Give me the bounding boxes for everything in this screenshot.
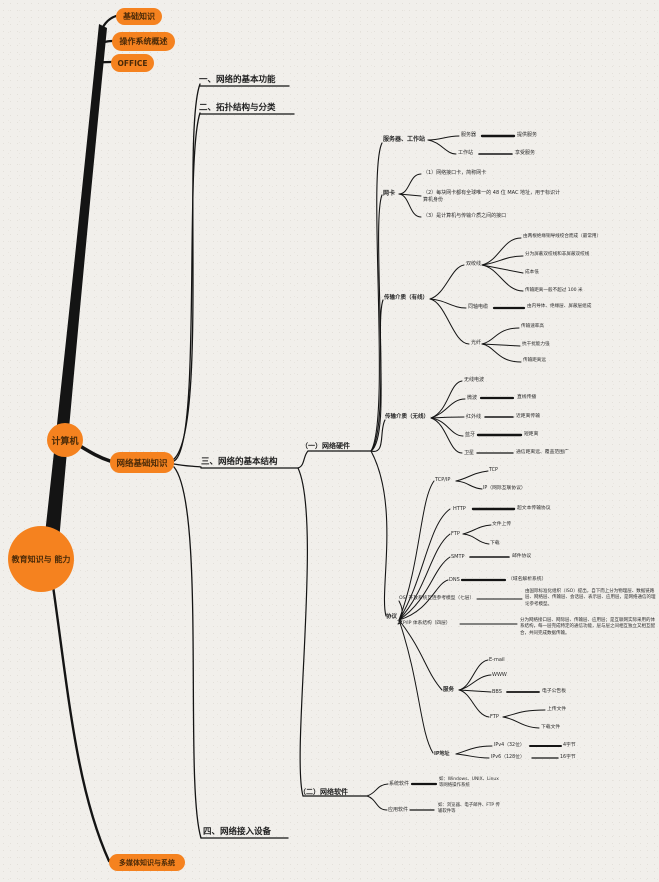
ftp-sub-1[interactable]: 文件上传 xyxy=(492,522,512,527)
http-label[interactable]: HTTP xyxy=(453,506,466,512)
service-ftp-sub-1[interactable]: 上传文件 xyxy=(547,707,567,712)
nic-label[interactable]: 网卡 xyxy=(383,190,396,197)
node-network-basics[interactable]: 网络基础知识 xyxy=(110,452,174,473)
nic-point-3[interactable]: （3）是计算机与传输介质之间的接口 xyxy=(423,213,507,219)
software-sys-label[interactable]: 系统软件 xyxy=(389,781,410,787)
ipv6-label[interactable]: IPv6（128位） xyxy=(491,755,525,760)
hosts-workstation[interactable]: 工作站 xyxy=(458,150,474,156)
software-app-label[interactable]: 应用软件 xyxy=(388,807,409,813)
fiber-point-3[interactable]: 传输距离远 xyxy=(523,358,546,363)
twisted-pair-point-3[interactable]: 成本低 xyxy=(525,270,539,275)
ftp-label[interactable]: FTP xyxy=(451,531,460,537)
tcpip-sub-1[interactable]: TCP xyxy=(489,468,498,473)
service-label[interactable]: 服务 xyxy=(443,687,455,693)
wireless-item-4-note[interactable]: 短距离 xyxy=(524,432,539,437)
coax-note[interactable]: 由内导体、绝缘层、屏蔽层组成 xyxy=(527,304,592,309)
arch-label[interactable]: TCP/IP 体系结构（四层） xyxy=(397,621,451,626)
wireless-item-2-note[interactable]: 直线传播 xyxy=(517,395,537,400)
nic-point-2[interactable]: （2）每块网卡都有全球唯一的 48 位 MAC 地址，用于标识计算机身份 xyxy=(423,190,561,203)
tcpip-label[interactable]: TCP/IP xyxy=(435,477,451,483)
coax-label[interactable]: 同轴电缆 xyxy=(468,304,489,310)
node-basics[interactable]: 基础知识 xyxy=(116,8,162,25)
hardware-title[interactable]: （一）网络硬件 xyxy=(301,442,350,450)
section-3[interactable]: 三、网络的基本结构 xyxy=(201,457,278,467)
software-app-note[interactable]: 如：浏览器、电子邮件、FTP 传输软件等 xyxy=(438,803,500,815)
twisted-pair-point-1[interactable]: 由两根绝缘铜导线绞合而成（最常用） xyxy=(523,234,602,239)
software-sys-note[interactable]: 如：Windows、UNIX、Linux 等网络操作系统 xyxy=(439,777,499,789)
osi-label[interactable]: OSI 开放系统互连参考模型（七层） xyxy=(399,596,475,601)
wireless-item-1[interactable]: 无线电波 xyxy=(464,377,485,383)
dns-label[interactable]: DNS xyxy=(449,577,460,583)
dns-note[interactable]: （域名解析系统） xyxy=(508,577,547,582)
http-note[interactable]: 超文本传输协议 xyxy=(517,506,551,511)
section-1[interactable]: 一、网络的基本功能 xyxy=(199,75,276,85)
arch-note[interactable]: 分为网络接口层、网际层、传输层、应用层；是互联网实际采用的体系结构，每一层完成特… xyxy=(520,618,655,636)
node-computer[interactable]: 计算机 xyxy=(47,423,83,457)
smtp-label[interactable]: SMTP xyxy=(451,554,465,560)
wireless-item-3-note[interactable]: 近距离传输 xyxy=(516,414,540,419)
tcpip-sub-2[interactable]: IP（网际互联协议） xyxy=(483,486,526,491)
node-os[interactable]: 操作系统概述 xyxy=(112,32,175,51)
protocol-label[interactable]: 协议 xyxy=(386,614,398,620)
ip-label[interactable]: IP地址 xyxy=(434,751,450,757)
osi-note[interactable]: 由国际标准化组织（ISO）提出，自下而上分为物理层、数据链路层、网络层、传输层、… xyxy=(525,589,656,607)
ipv4-note[interactable]: 4字节 xyxy=(563,743,576,748)
ipv4-label[interactable]: IPv4（32位） xyxy=(494,743,525,748)
fiber-point-1[interactable]: 传输速率高 xyxy=(521,324,544,329)
section-4[interactable]: 四、网络接入设备 xyxy=(203,827,272,837)
wireless-item-5[interactable]: 卫星 xyxy=(464,450,475,456)
smtp-note[interactable]: 邮件协议 xyxy=(512,554,532,559)
node-office[interactable]: OFFICE xyxy=(111,54,154,72)
trunk-branch xyxy=(42,24,107,564)
wired-label[interactable]: 传输介质（有线） xyxy=(384,295,429,301)
service-email[interactable]: E-mail xyxy=(489,657,505,663)
wireless-item-2[interactable]: 微波 xyxy=(467,395,478,401)
hosts-server[interactable]: 服务器 xyxy=(461,132,477,138)
service-www[interactable]: WWW xyxy=(492,672,507,678)
hosts-workstation-note[interactable]: 享受服务 xyxy=(515,150,536,156)
root-node[interactable]: 教育知识与 能力 xyxy=(8,526,74,592)
fiber-label[interactable]: 光纤 xyxy=(471,340,482,346)
twisted-pair-point-2[interactable]: 分为屏蔽双绞线和非屏蔽双绞线 xyxy=(525,252,590,257)
fiber-point-2[interactable]: 抗干扰能力强 xyxy=(522,342,550,347)
hosts-server-note[interactable]: 提供服务 xyxy=(517,132,538,138)
node-multimedia[interactable]: 多媒体知识与系统 xyxy=(109,854,185,871)
service-bbs[interactable]: BBS xyxy=(492,689,502,695)
ftp-sub-2[interactable]: 下载 xyxy=(490,541,500,546)
wireless-item-3[interactable]: 红外线 xyxy=(466,414,482,420)
software-title[interactable]: （二）网络软件 xyxy=(299,788,348,796)
wireless-item-4[interactable]: 蓝牙 xyxy=(465,432,476,438)
ipv6-note[interactable]: 16字节 xyxy=(560,755,576,760)
service-ftp-sub-2[interactable]: 下载文件 xyxy=(541,725,561,730)
hosts-label[interactable]: 服务器、工作站 xyxy=(383,136,426,143)
nic-point-1[interactable]: （1）网络接口卡，简称网卡 xyxy=(423,170,487,176)
wireless-label[interactable]: 传输介质（无线） xyxy=(385,414,430,420)
twisted-pair-point-4[interactable]: 传输距离一般不超过 100 米 xyxy=(525,288,583,293)
wireless-item-5-note[interactable]: 通信距离远、覆盖范围广 xyxy=(516,450,569,455)
twisted-pair-label[interactable]: 双绞线 xyxy=(466,261,482,267)
section-2[interactable]: 二、拓扑结构与分类 xyxy=(199,103,276,113)
service-bbs-note[interactable]: 电子公告板 xyxy=(542,689,566,694)
service-ftp[interactable]: FTP xyxy=(490,714,499,720)
